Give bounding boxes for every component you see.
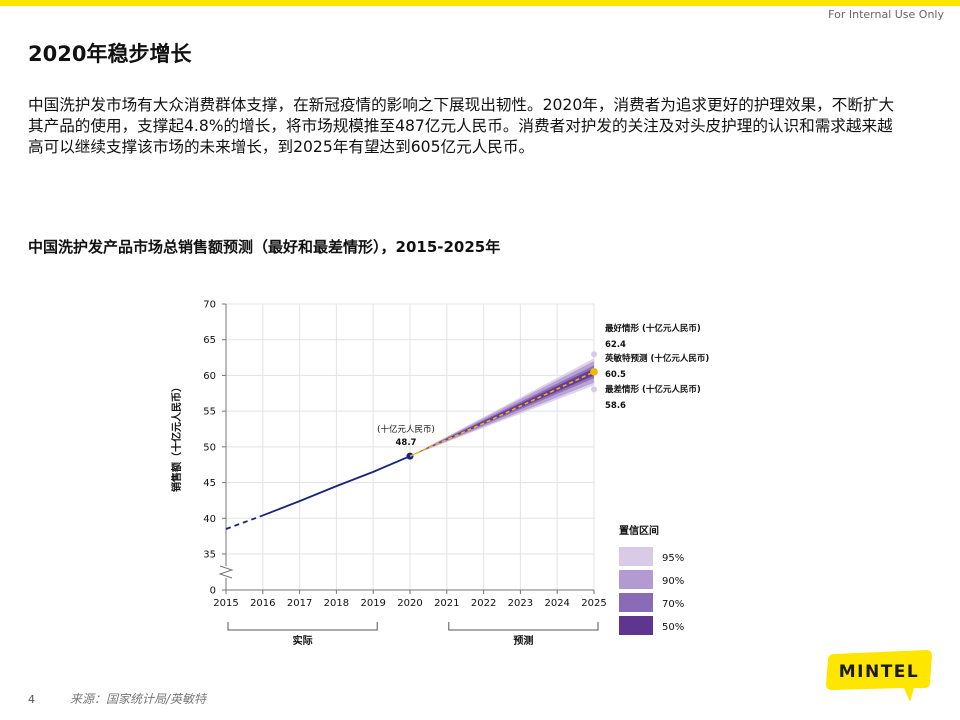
y-tick-label: 45 (203, 478, 216, 489)
axis-break-mark (218, 565, 234, 579)
x-tick-label: 2024 (544, 598, 569, 609)
forecast-end-marker (590, 368, 598, 376)
logo-text: MINTEL (839, 662, 920, 682)
logo-speech-bubble (826, 650, 932, 702)
plot-area: 0 35 40 45 50 55 60 65 70 2015 2016 2017 2018 2019 202… (170, 300, 709, 610)
worst-case-marker (591, 386, 597, 393)
bracket-line (227, 622, 378, 631)
y-tick-label: 70 (203, 300, 216, 311)
x-tick-label: 2018 (324, 598, 349, 609)
y-axis-label: 销售额（十亿元人民币） (170, 382, 183, 492)
y-tick-label: 50 (203, 442, 216, 453)
point-2020-value-label: 48.7 (396, 438, 417, 448)
x-tick-label: 2017 (287, 598, 312, 609)
y-tick-label: 65 (203, 335, 216, 346)
actual-series-line (262, 455, 411, 517)
confidence-band-50 (410, 368, 594, 457)
worst-case-label: 最差情形 (十亿元人民币) (605, 384, 701, 395)
period-bracket: 预测 (448, 622, 599, 647)
confidence-band-95 (410, 358, 594, 457)
y-tick-label: 55 (203, 407, 216, 418)
legend-swatch (619, 547, 653, 566)
legend-swatch (619, 616, 653, 635)
legend-label: 70% (662, 599, 684, 610)
best-case-label: 最好情形 (十亿元人民币) (605, 323, 701, 334)
legend-title: 置信区间 (619, 524, 659, 537)
bracket-label: 预测 (513, 634, 533, 647)
legend-label: 90% (662, 576, 684, 587)
bracket-label: 实际 (293, 634, 313, 647)
page-title: 2020年稳步增长 (28, 42, 192, 66)
legend-label: 95% (662, 553, 684, 564)
x-tick-label: 2021 (434, 598, 459, 609)
internal-use-label: For Internal Use Only (828, 8, 944, 21)
forecast-label: 英敏特预测 (十亿元人民币) (604, 353, 709, 364)
page-number: 4 (28, 693, 35, 706)
confidence-band-70 (410, 365, 594, 457)
best-case-marker (591, 351, 597, 358)
mintel-logo: MINTEL (826, 650, 932, 702)
point-2020-unit-label: (十亿元人民币) (377, 424, 435, 435)
period-bracket: 实际 (227, 622, 378, 647)
source-note: 来源：国家统计局/英敏特 (70, 692, 207, 706)
x-tick-label: 2022 (471, 598, 496, 609)
x-tick-label: 2015 (213, 598, 238, 609)
x-tick-label: 2019 (360, 598, 385, 609)
y-tick-label: 0 (210, 586, 216, 597)
worst-case-value: 58.6 (605, 401, 626, 411)
legend-swatch (619, 570, 653, 589)
x-tick-label: 2016 (250, 598, 275, 609)
x-tick-label: 2023 (508, 598, 533, 609)
actual-series-dashed-line (225, 514, 264, 530)
top-accent-bar (0, 0, 960, 6)
x-tick-label: 2020 (397, 598, 422, 609)
best-case-value: 62.4 (605, 340, 626, 350)
x-tick-label: 2025 (581, 598, 606, 609)
y-tick-label: 40 (203, 514, 216, 525)
bracket-line (448, 622, 599, 631)
intro-paragraph: 中国洗护发市场有大众消费群体支撑，在新冠疫情的影响之下展现出韧性。2020年，消… (28, 96, 895, 156)
forecast-series-line (409, 371, 595, 457)
chart-title: 中国洗护发产品市场总销售额预测（最好和最差情形），2015-2025年 (28, 238, 501, 256)
legend-swatch (619, 593, 653, 612)
legend-label: 50% (662, 622, 684, 633)
confidence-legend: 置信区间 95% 90% 70% 50% (619, 524, 684, 635)
y-tick-label: 35 (203, 550, 216, 561)
forecast-value: 60.5 (605, 370, 626, 380)
y-tick-label: 60 (203, 371, 216, 382)
confidence-band-90 (410, 361, 594, 457)
